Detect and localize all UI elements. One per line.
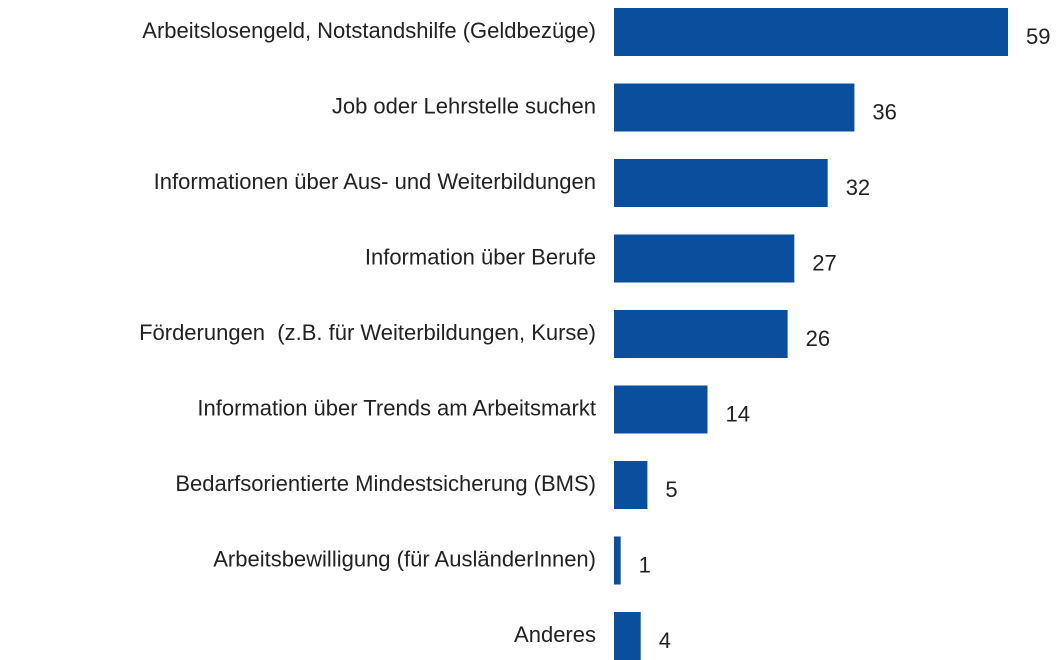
category-label: Informationen über Aus- und Weiterbildun…	[154, 169, 596, 194]
value-label: 36	[872, 99, 896, 124]
value-label: 59	[1026, 24, 1050, 49]
bar	[614, 8, 1008, 56]
category-label: Arbeitslosengeld, Notstandshilfe (Geldbe…	[142, 18, 596, 43]
bar	[614, 234, 795, 283]
bar	[614, 536, 621, 585]
value-label: 32	[846, 175, 870, 200]
bar	[614, 310, 788, 358]
value-label: 14	[725, 401, 749, 426]
value-label: 1	[639, 552, 651, 577]
bar	[614, 385, 708, 434]
value-label: 26	[806, 326, 830, 351]
category-label: Arbeitsbewilligung (für AusländerInnen)	[213, 546, 596, 571]
value-label: 5	[665, 477, 677, 502]
value-label: 4	[659, 628, 671, 653]
category-label: Information über Berufe	[365, 244, 596, 269]
bar	[614, 159, 828, 207]
bar	[614, 461, 648, 509]
category-label: Förderungen (z.B. für Weiterbildungen, K…	[139, 320, 596, 345]
category-label: Anderes	[514, 622, 596, 647]
category-label: Job oder Lehrstelle suchen	[332, 93, 596, 118]
category-label: Information über Trends am Arbeitsmarkt	[197, 395, 596, 420]
bar	[614, 83, 855, 132]
value-label: 27	[812, 250, 836, 275]
bar	[614, 612, 641, 660]
category-label: Bedarfsorientierte Mindestsicherung (BMS…	[175, 471, 596, 496]
